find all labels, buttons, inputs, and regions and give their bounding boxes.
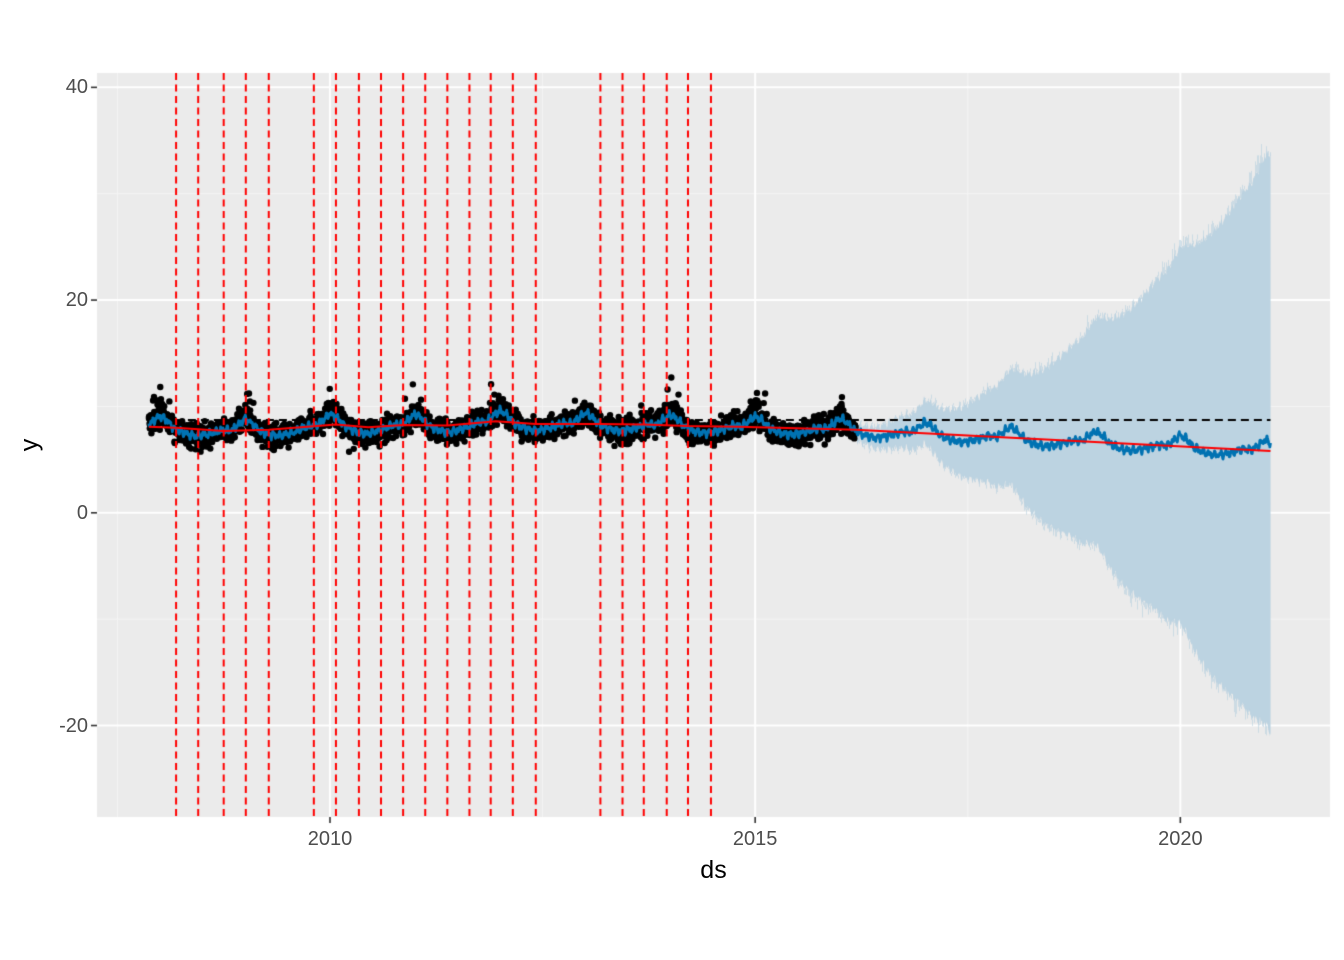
y-axis-title: y (15, 438, 44, 452)
x-tick-label: 2015 (732, 828, 778, 850)
y-tick-label: 0 (76, 501, 88, 524)
x-tick-label: 2010 (307, 828, 353, 850)
y-tick-label: -20 (59, 714, 88, 737)
y-tick-label: 40 (65, 76, 88, 99)
x-axis-title: ds (700, 856, 727, 884)
x-tick-label: 2020 (1158, 828, 1203, 850)
y-tick-label: 20 (65, 289, 88, 312)
